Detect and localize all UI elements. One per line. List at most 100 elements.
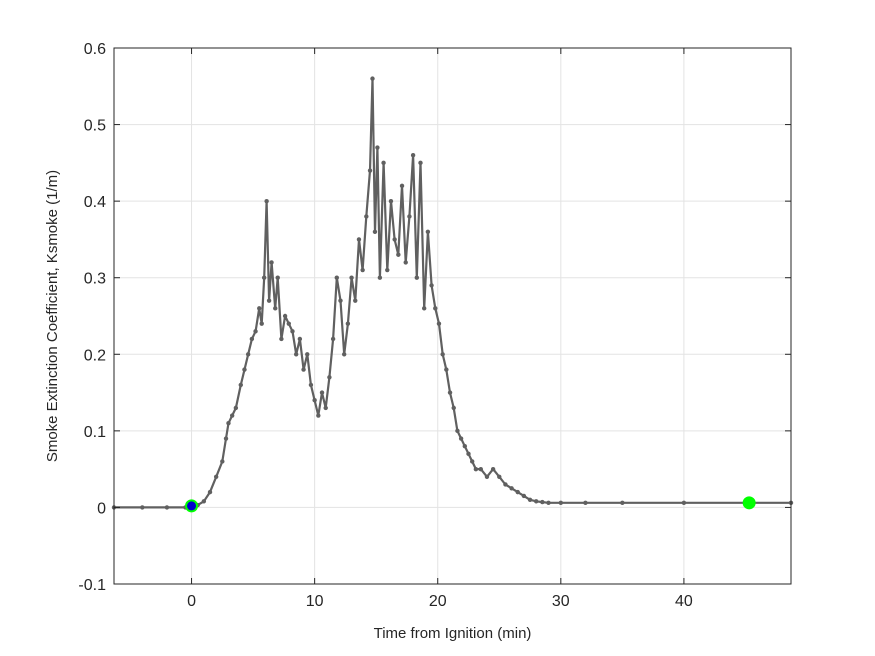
data-point — [478, 466, 484, 472]
y-tick-label: 0.5 — [84, 118, 106, 135]
event-marker — [742, 496, 756, 510]
data-point — [201, 499, 207, 504]
data-point — [269, 260, 274, 265]
y-tick-label: 0.1 — [84, 424, 106, 441]
data-point — [466, 451, 471, 457]
data-point — [484, 474, 490, 479]
data-point — [282, 313, 288, 319]
data-point — [407, 214, 412, 219]
data-point — [253, 329, 258, 334]
data-point — [418, 160, 423, 166]
data-point — [257, 306, 262, 311]
x-tick-label: 40 — [675, 593, 693, 610]
data-point — [316, 413, 321, 418]
data-point — [451, 405, 456, 411]
data-point — [245, 352, 251, 357]
data-point — [334, 275, 339, 280]
data-point — [360, 267, 365, 273]
event-marker — [187, 501, 197, 511]
data-point — [385, 267, 390, 273]
axes-box — [113, 47, 792, 585]
data-point — [226, 421, 231, 426]
data-point — [323, 405, 328, 411]
data-point — [308, 382, 314, 388]
data-point — [140, 505, 145, 510]
data-point — [353, 298, 358, 303]
data-point — [381, 160, 386, 166]
y-tick-label: 0.2 — [84, 347, 106, 364]
data-point — [305, 352, 310, 357]
data-point — [338, 298, 343, 303]
x-tick-label: 30 — [552, 593, 570, 610]
data-point — [425, 229, 431, 234]
data-point — [399, 183, 405, 189]
data-point — [213, 474, 219, 479]
data-point — [264, 198, 269, 204]
x-tick-label: 20 — [429, 593, 447, 610]
data-point — [509, 486, 514, 491]
data-point — [558, 500, 564, 506]
data-point — [279, 336, 284, 342]
data-point — [527, 497, 533, 502]
data-point — [238, 382, 243, 388]
data-point — [290, 329, 295, 334]
data-point — [249, 336, 255, 342]
data-point — [462, 443, 468, 449]
data-point — [436, 321, 442, 326]
data-point — [469, 459, 475, 464]
data-point — [620, 500, 625, 506]
data-point — [275, 275, 280, 280]
marker-layer — [185, 496, 756, 513]
data-point — [490, 466, 496, 472]
data-point — [681, 500, 687, 506]
data-point — [444, 367, 449, 372]
data-point — [540, 499, 545, 505]
data-point — [330, 336, 336, 342]
y-tick-label: 0.4 — [84, 194, 106, 211]
data-point — [327, 375, 332, 380]
x-tick-label: 10 — [306, 593, 324, 610]
data-point — [515, 489, 520, 495]
data-point — [164, 505, 170, 510]
data-point — [421, 306, 427, 311]
series-layer — [111, 76, 794, 510]
data-point — [403, 260, 408, 265]
data-point — [455, 428, 460, 434]
x-tick-label: 0 — [187, 593, 196, 610]
data-point — [410, 153, 416, 158]
data-point — [356, 237, 362, 242]
data-point — [242, 367, 247, 372]
data-point — [458, 436, 464, 441]
data-point — [372, 229, 378, 234]
data-point — [341, 352, 347, 357]
data-point — [375, 145, 380, 150]
data-point — [377, 275, 383, 280]
data-point — [370, 76, 375, 81]
y-tick-label: 0.6 — [84, 41, 106, 58]
x-axis-title: Time from Ignition (min) — [374, 625, 532, 642]
data-point — [388, 198, 394, 204]
ticks: 0 10 20 30 40 -0.1 0 0.1 0.2 0.3 0.4 0.5 0.6 — [78, 41, 791, 610]
series-line — [114, 77, 791, 509]
data-point — [447, 390, 453, 395]
data-point — [349, 275, 354, 280]
data-point — [301, 367, 306, 372]
data-point — [229, 413, 235, 418]
y-tick-label: 0 — [97, 500, 106, 517]
data-point — [521, 493, 527, 499]
data-point — [266, 298, 272, 303]
data-point — [220, 459, 225, 464]
data-point — [207, 489, 213, 495]
y-tick-label: 0.3 — [84, 271, 106, 288]
data-point — [273, 306, 278, 311]
data-point — [440, 352, 445, 357]
y-tick-label: -0.1 — [78, 577, 106, 594]
data-point — [259, 321, 264, 326]
data-point — [286, 321, 291, 326]
data-point — [534, 499, 539, 504]
data-point — [433, 306, 438, 311]
data-point — [396, 252, 401, 257]
data-point — [583, 500, 588, 506]
data-point — [429, 283, 434, 288]
